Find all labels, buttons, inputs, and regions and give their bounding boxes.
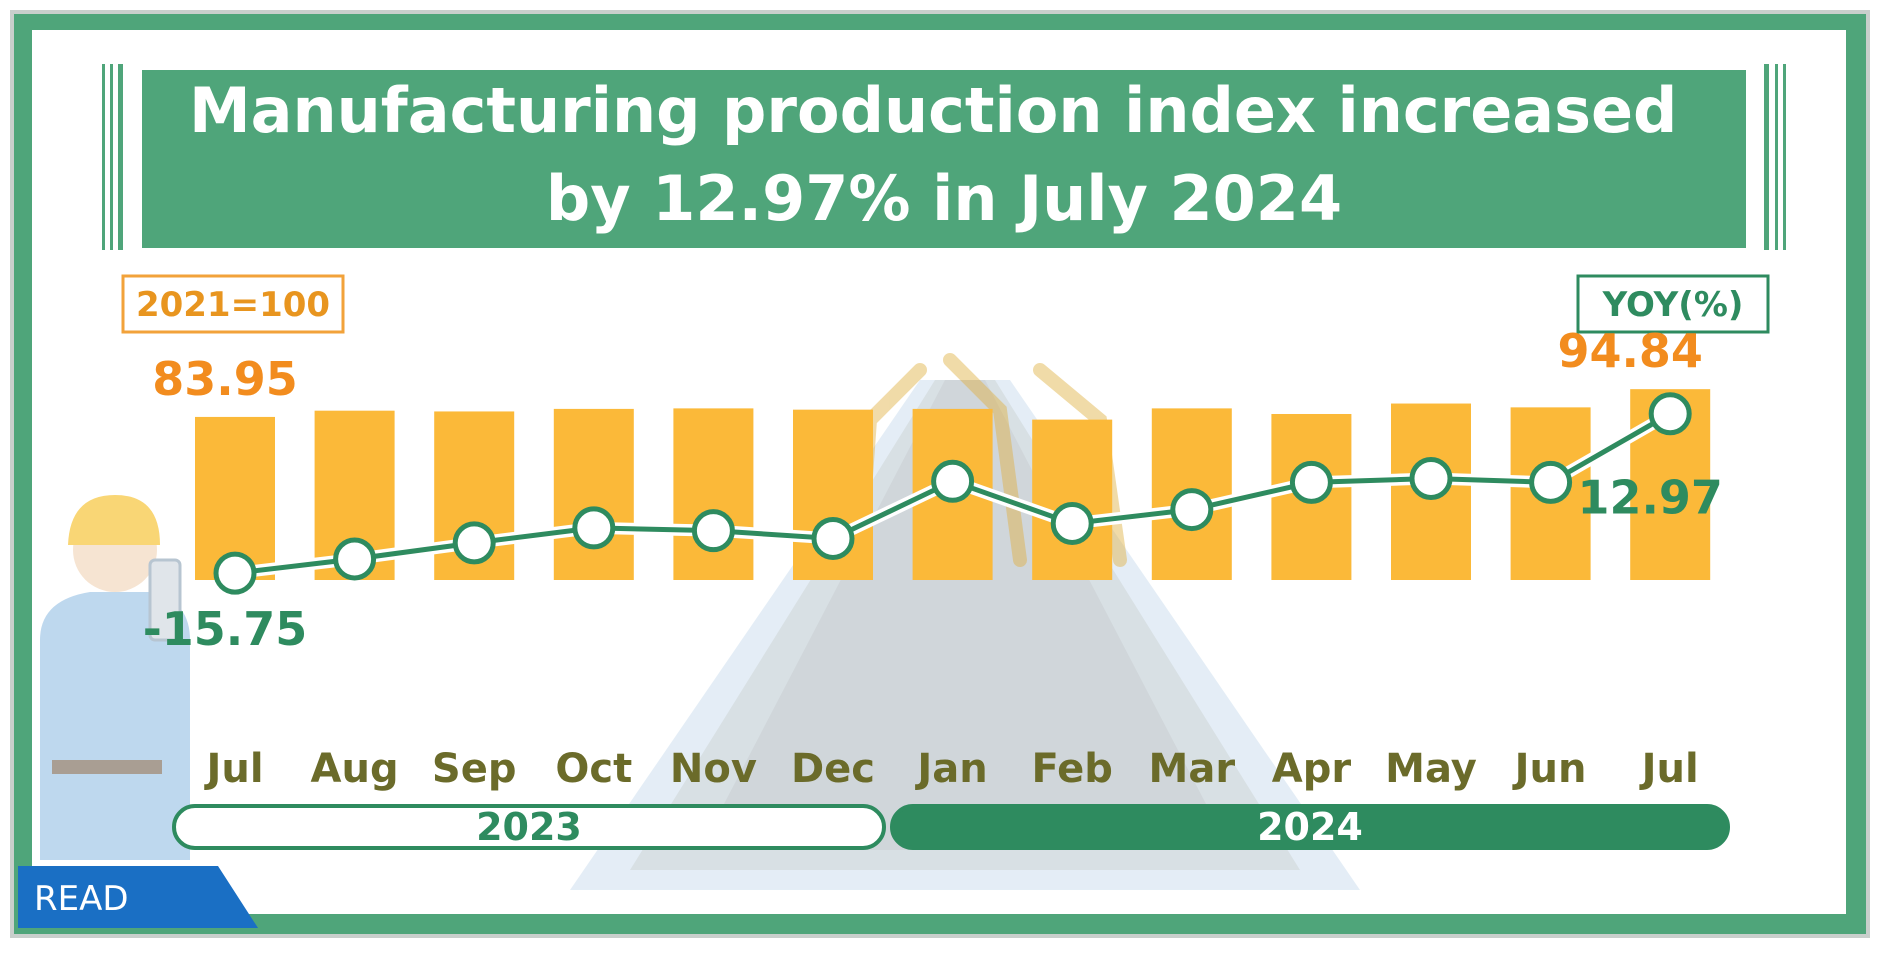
month-label-12: Jul <box>1639 746 1699 792</box>
year-label-2024: 2024 <box>1257 805 1363 849</box>
yoy-value-label-0: -15.75 <box>143 602 308 656</box>
bar-7 <box>1032 419 1113 580</box>
year-axis: 2023 2024 <box>172 804 1730 850</box>
conveyor-illustration <box>570 380 1360 890</box>
chart-title: Manufacturing production index increased… <box>189 74 1699 235</box>
yoy-point-5 <box>811 516 855 560</box>
yoy-point-0 <box>213 551 257 595</box>
yoy-point-2 <box>452 521 496 565</box>
yoy-unit-label-box: YOY(%) <box>1576 274 1770 334</box>
bar-4 <box>673 408 754 580</box>
bar-value-label-12: 94.84 <box>1557 324 1703 378</box>
month-label-2: Sep <box>432 746 517 792</box>
bar-series <box>195 389 1711 580</box>
worker-illustration <box>40 495 190 860</box>
read-badge-label: READ <box>34 879 129 919</box>
month-label-10: May <box>1385 746 1477 792</box>
year-band-2023 <box>172 804 886 850</box>
yoy-unit-label: YOY(%) <box>1602 285 1744 325</box>
title-band: Manufacturing production index increased… <box>102 64 1786 250</box>
year-label-2023: 2023 <box>476 805 582 849</box>
month-label-9: Apr <box>1272 746 1352 792</box>
month-axis: Jul Aug Sep Oct Nov Dec Jan Feb Mar Apr May Jun Jul <box>203 746 1698 792</box>
yoy-point-11 <box>1529 460 1573 504</box>
month-label-6: Jan <box>914 746 987 792</box>
yoy-point-9 <box>1289 460 1333 504</box>
index-unit-label: 2021=100 <box>136 285 330 325</box>
yoy-value-label-12: 12.97 <box>1577 471 1723 525</box>
bar-3 <box>553 408 634 580</box>
year-band-2024 <box>890 804 1730 850</box>
month-label-4: Nov <box>670 746 757 792</box>
yoy-point-6 <box>931 459 975 503</box>
line-series <box>213 392 1692 595</box>
month-label-8: Mar <box>1149 746 1236 792</box>
yoy-point-4 <box>691 509 735 553</box>
value-labels: 83.95 94.84 -15.75 12.97 <box>143 324 1723 656</box>
yoy-point-1 <box>333 537 377 581</box>
month-label-3: Oct <box>555 746 632 792</box>
month-label-11: Jun <box>1512 746 1587 792</box>
yoy-point-12 <box>1648 392 1692 436</box>
read-badge[interactable]: READ <box>18 866 258 928</box>
yoy-point-8 <box>1170 488 1214 532</box>
month-label-5: Dec <box>791 746 875 792</box>
bar-value-label-0: 83.95 <box>152 352 298 406</box>
month-label-0: Jul <box>203 746 263 792</box>
month-label-1: Aug <box>311 746 399 792</box>
index-unit-label-box: 2021=100 <box>121 274 345 334</box>
yoy-point-7 <box>1050 501 1094 545</box>
month-label-7: Feb <box>1031 746 1112 792</box>
yoy-point-10 <box>1409 457 1453 501</box>
yoy-point-3 <box>572 506 616 550</box>
